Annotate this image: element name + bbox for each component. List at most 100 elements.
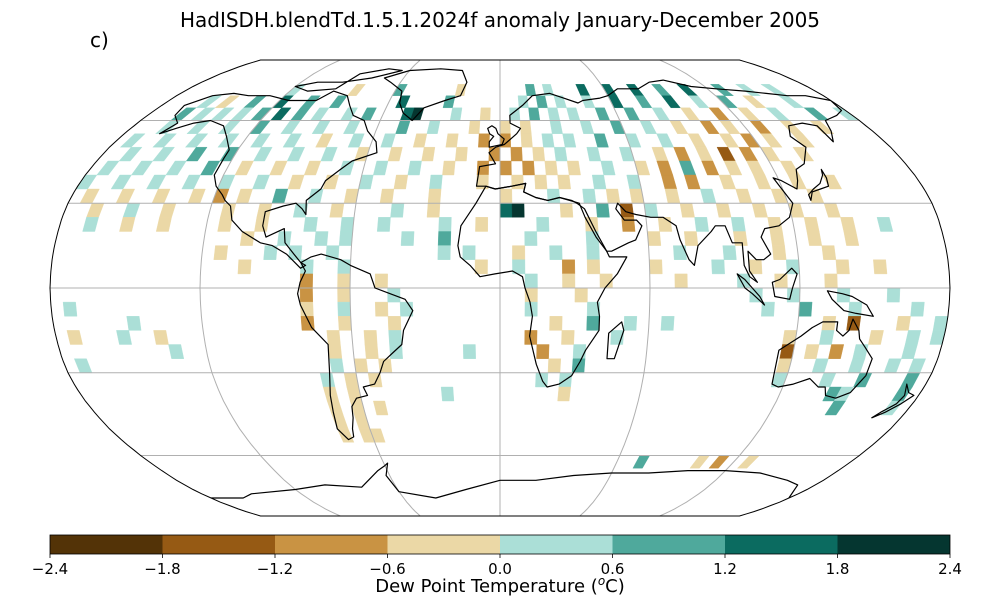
map-title: HadISDH.blendTd.1.5.1.2024f anomaly Janu…: [179, 8, 821, 32]
coastline-madagascar: [606, 321, 625, 360]
anomaly-cell: [442, 160, 456, 176]
anomaly-cell: [532, 147, 546, 162]
anomaly-cell: [586, 259, 601, 275]
colorbar-tick-label: 2.4: [938, 560, 962, 578]
anomaly-cell: [110, 174, 132, 190]
anomaly-cell: [536, 217, 550, 232]
anomaly-cell: [512, 259, 526, 275]
anomaly-cell: [868, 330, 884, 345]
anomaly-cell: [454, 147, 468, 162]
anomaly-cell: [165, 160, 187, 176]
coastline-greenland: [383, 68, 468, 122]
anomaly-cell: [440, 386, 455, 402]
anomaly-cell: [374, 301, 389, 317]
colorbar-bin: [275, 535, 388, 554]
anomaly-cell: [195, 95, 223, 108]
anomaly-cell: [96, 160, 120, 176]
anomaly-cell: [517, 95, 529, 108]
anomaly-cell: [718, 174, 736, 190]
anomaly-cell: [536, 344, 550, 359]
colorbar-label-unit: C): [605, 576, 625, 597]
anomaly-cell: [824, 400, 846, 416]
coastline-south-america: [297, 253, 414, 441]
anomaly-cell: [580, 95, 596, 108]
anomaly-cell: [250, 133, 271, 148]
anomaly-cell: [761, 301, 775, 317]
coastlines: [159, 68, 915, 499]
colorbar-tick-label: −1.2: [257, 560, 293, 578]
anomaly-cell: [772, 245, 787, 260]
anomaly-cell: [828, 344, 845, 359]
anomaly-cell: [269, 160, 288, 176]
anomaly-cell: [373, 160, 389, 176]
panel-label: c): [90, 28, 109, 52]
anomaly-cell: [373, 400, 389, 416]
colorbar-label: Dew Point Temperature (oC): [0, 574, 1000, 597]
colorbar-label-text: Dew Point Temperature (: [375, 576, 598, 597]
anomaly-cell: [364, 344, 379, 359]
anomaly-cell: [661, 95, 681, 108]
anomaly-cell: [510, 147, 523, 162]
anomaly-cell: [407, 160, 422, 176]
anomaly-cell: [462, 245, 476, 260]
anomaly-cell: [346, 84, 366, 96]
coastline-antarctica: [211, 462, 799, 499]
anomaly-cell: [873, 259, 888, 275]
anomaly-cell: [683, 231, 699, 246]
anomaly-cell: [217, 217, 233, 232]
anomaly-cell: [282, 133, 303, 148]
anomaly-cell: [253, 147, 273, 162]
colorbar-tick-label: −0.6: [369, 560, 405, 578]
anomaly-cell: [393, 174, 409, 190]
anomaly-cell: [400, 231, 415, 246]
anomaly-cell: [723, 160, 743, 176]
anomaly-cell: [234, 160, 254, 176]
anomaly-cell: [66, 330, 83, 345]
anomaly-cell: [541, 84, 555, 96]
anomaly-cell: [734, 84, 762, 96]
anomaly-cell: [591, 174, 607, 190]
anomaly-cell: [524, 330, 538, 345]
anomaly-cell: [184, 133, 209, 148]
anomaly-cell: [320, 147, 338, 162]
anomaly-cell: [380, 133, 396, 148]
anomaly-cell: [237, 259, 252, 275]
anomaly-cell: [116, 330, 132, 345]
colorbar-bin: [837, 535, 950, 554]
anomaly-cell: [656, 133, 674, 148]
anomaly-cell: [152, 147, 175, 162]
anomaly-cells: [62, 84, 949, 469]
colorbar-bins: [49, 534, 951, 555]
anomaly-cell: [213, 245, 229, 260]
anomaly-cell: [709, 84, 735, 96]
anomaly-cell: [153, 330, 169, 345]
anomaly-cell: [119, 217, 136, 232]
anomaly-cell: [214, 95, 241, 108]
anomaly-cell: [792, 147, 815, 162]
coastline-borneo: [771, 267, 798, 300]
colorbar-tick-label: −1.8: [144, 560, 180, 578]
anomaly-cell: [557, 174, 571, 190]
coastline-new-zealand: [871, 383, 915, 419]
anomaly-cell: [623, 316, 638, 331]
anomaly-cell: [185, 147, 208, 162]
coastline-japan: [808, 168, 830, 201]
anomaly-cell: [895, 316, 911, 331]
anomaly-cell: [119, 133, 146, 148]
colorbar-bin: [162, 535, 275, 554]
anomaly-cell: [561, 330, 575, 345]
colorbar-tick-label: 1.8: [826, 560, 850, 578]
anomaly-cell: [288, 245, 303, 260]
anomaly-cell: [835, 259, 850, 275]
anomaly-cell: [822, 174, 843, 190]
anomaly-cell: [566, 160, 581, 176]
anomaly-cell: [239, 231, 255, 246]
anomaly-cell: [701, 160, 720, 176]
colorbar-bin: [50, 535, 163, 554]
anomaly-cell: [200, 160, 221, 176]
anomaly-cell: [876, 217, 894, 232]
anomaly-cell: [791, 133, 816, 148]
colorbar-bin: [500, 535, 613, 554]
anomaly-cell: [806, 231, 823, 246]
coastline-arctic-islands: [294, 68, 403, 92]
